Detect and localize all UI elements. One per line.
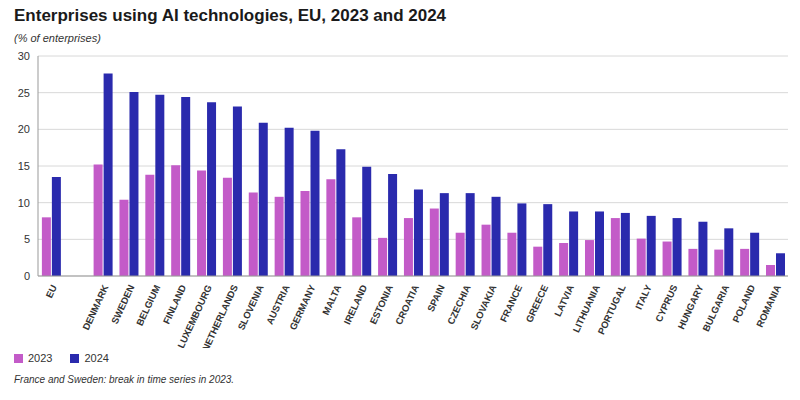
svg-text:LITHUANIA: LITHUANIA [570,283,602,335]
svg-text:5: 5 [24,233,30,245]
svg-text:HUNGARY: HUNGARY [675,282,705,330]
svg-text:AUSTRIA: AUSTRIA [264,283,292,326]
svg-text:25: 25 [18,87,30,99]
svg-text:DENMARK: DENMARK [80,283,111,332]
svg-text:CROATIA: CROATIA [393,283,421,326]
svg-text:SLOVAKIA: SLOVAKIA [468,283,498,332]
svg-text:CZECHIA: CZECHIA [445,283,473,326]
svg-text:BULGARIA: BULGARIA [700,283,731,333]
html-text:2023: 2023 [28,352,53,364]
svg-text:10: 10 [18,197,30,209]
svg-text:SLOVENIA: SLOVENIA [235,283,266,332]
svg-text:PORTUGAL: PORTUGAL [595,283,628,336]
svg-text:ITALY: ITALY [633,282,654,311]
svg-text:CYPRUS: CYPRUS [653,283,680,324]
svg-text:15: 15 [18,160,30,172]
svg-text:EU: EU [43,283,59,300]
svg-text:30: 30 [18,50,30,62]
html-text:2024: 2024 [84,352,109,364]
svg-text:0: 0 [24,270,30,282]
svg-text:SPAIN: SPAIN [425,283,447,313]
svg-text:BELGIUM: BELGIUM [134,283,163,327]
svg-text:ROMANIA: ROMANIA [754,283,783,329]
svg-text:LATVIA: LATVIA [552,283,576,318]
html-text:France and Sweden: break in ti: France and Sweden: break in time series … [14,374,235,385]
html-text:Enterprises using AI technolog: Enterprises using AI technologies, EU, 2… [14,6,447,25]
svg-text:SWEDEN: SWEDEN [109,283,137,326]
svg-text:GERMANY: GERMANY [287,282,318,331]
svg-text:GREECE: GREECE [523,283,550,324]
svg-text:POLAND: POLAND [730,283,757,324]
svg-text:NETHERLANDS: NETHERLANDS [200,283,240,348]
svg-text:MALTA: MALTA [320,283,343,317]
svg-text:FINLAND: FINLAND [161,283,189,326]
html-text:(% of enterprises): (% of enterprises) [14,32,101,44]
svg-text:FRANCE: FRANCE [498,283,525,324]
svg-text:IRELAND: IRELAND [341,283,369,326]
svg-text:20: 20 [18,123,30,135]
svg-text:ESTONIA: ESTONIA [367,283,395,326]
